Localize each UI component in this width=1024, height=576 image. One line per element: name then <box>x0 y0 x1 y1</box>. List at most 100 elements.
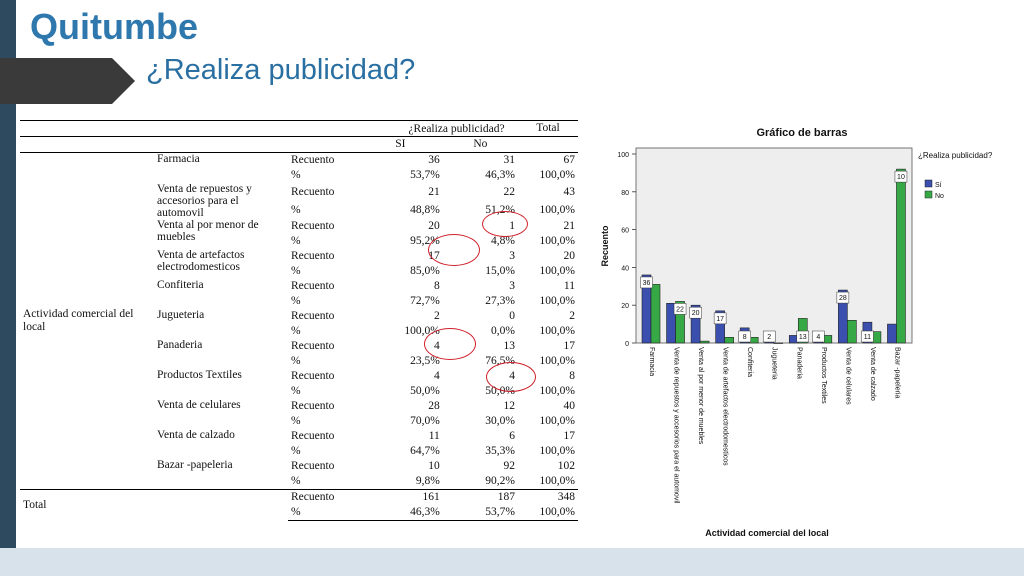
header-empty <box>288 136 358 153</box>
data-label-box <box>689 306 702 319</box>
count-cell: 36 <box>428 154 440 166</box>
count-cell: 3 <box>509 250 515 262</box>
count-cell: 8 <box>569 370 575 382</box>
legend-label: No <box>935 193 944 200</box>
count-cell: 21 <box>563 220 576 232</box>
data-label-box <box>713 312 727 325</box>
bar-no <box>675 301 685 344</box>
stat-label: Recuento <box>291 310 335 322</box>
table-row: Venta al por menor de muebles Recuento 20 1… <box>20 219 578 243</box>
total-pct-cell: 53,7% <box>442 505 518 521</box>
slide-subtitle: ¿Realiza publicidad? <box>146 54 416 86</box>
y-tick-label: 0 <box>625 341 629 348</box>
count-cell: 92 <box>503 460 516 472</box>
x-tick-label: Productos Textiles <box>820 347 827 404</box>
y-tick-label: 100 <box>617 152 629 159</box>
pct-cell: 100,0% <box>539 169 575 181</box>
header-empty <box>154 120 288 137</box>
stat-label: Recuento <box>291 280 335 292</box>
x-axis-label: Actividad comercial del local <box>705 528 829 538</box>
stat-label: Recuento <box>291 154 335 166</box>
stat-label: Recuento <box>291 400 335 412</box>
table-row: Jugueteria Recuento 2 0 2 <box>20 309 578 324</box>
count-cell: 6 <box>509 430 515 442</box>
table-row: % 95,2% 4,8% 100,0% <box>20 234 578 249</box>
header-empty <box>20 120 154 137</box>
category-label: Venta al por menor de muebles <box>157 219 259 243</box>
bar-no <box>896 168 906 344</box>
count-cell: 11 <box>563 280 575 292</box>
stat-label: % <box>291 475 301 487</box>
count-cell: 12 <box>503 400 516 412</box>
pct-cell: 90,2% <box>485 475 515 487</box>
total-pct-cell: 100,0% <box>518 505 578 521</box>
table-row: Venta de celulares Recuento 28 12 40 <box>20 399 578 414</box>
count-cell: 13 <box>503 340 516 352</box>
data-label: 28 <box>839 295 847 302</box>
category-label: Productos Textiles <box>157 369 242 381</box>
x-tick-label: Farmacia <box>648 347 655 376</box>
total-pct-cell: 46,3% <box>358 505 443 521</box>
y-tick-label: 60 <box>621 228 629 235</box>
stat-label: % <box>291 415 301 427</box>
bar-chart: Gráfico de barras 0 20 40 60 80 100 Recuento 36 F… <box>600 127 993 538</box>
count-cell: 40 <box>563 400 576 412</box>
bar-no <box>847 320 857 344</box>
bar-no <box>724 337 734 344</box>
count-cell: 10 <box>428 460 440 472</box>
table-row: % 85,0% 15,0% 100,0% <box>20 264 578 279</box>
pct-cell: 64,7% <box>410 445 440 457</box>
table-total-row: Total Recuento 161 187 348 <box>20 489 578 521</box>
table-row: Confiteria Recuento 8 3 11 <box>20 279 578 294</box>
bar-si <box>887 323 897 344</box>
x-tick-label: Venta de artefactos electrodomesticos <box>722 347 729 466</box>
legend-swatch <box>924 179 933 188</box>
pct-cell: 50,0% <box>410 385 440 397</box>
annotation-circle <box>424 328 476 360</box>
y-tick-label: 80 <box>621 190 629 197</box>
data-label-box <box>812 330 825 343</box>
chart-title: Gráfico de barras <box>756 127 847 139</box>
stat-label: % <box>291 235 301 247</box>
bar-no <box>650 284 661 344</box>
count-cell: 22 <box>503 185 516 198</box>
left-accent-strip <box>0 0 16 576</box>
legend-swatch <box>924 190 933 199</box>
data-label: 20 <box>692 310 700 317</box>
table-row: Venta de calzado Recuento 11 6 17 <box>20 429 578 444</box>
count-cell: 17 <box>563 430 576 442</box>
header-empty <box>20 136 154 153</box>
y-tick-label: 20 <box>621 303 629 310</box>
crosstab-panel: ¿Realiza publicidad? Total SI No Actividad c… <box>16 114 592 548</box>
stat-label: % <box>291 295 301 307</box>
crosstab-table: ¿Realiza publicidad? Total SI No Actividad c… <box>20 120 578 521</box>
table-row: % 70,0% 30,0% 100,0% <box>20 414 578 429</box>
data-label: 2 <box>767 334 771 341</box>
header-no: No <box>442 136 518 153</box>
pct-cell: 100,0% <box>539 475 575 487</box>
category-label: Farmacia <box>157 153 200 165</box>
stat-label: % <box>291 325 301 337</box>
y-axis-label: Recuento <box>600 225 610 267</box>
table-header-row: SI No <box>20 136 578 153</box>
count-cell: 4 <box>434 370 440 382</box>
stat-label: Recuento <box>291 460 335 472</box>
x-tick-label: Jugueteria <box>771 347 778 380</box>
data-label-box <box>673 303 687 315</box>
table-header-row: ¿Realiza publicidad? Total <box>20 120 578 137</box>
x-tick-label: Venta al por menor de muebles <box>697 347 704 445</box>
pct-cell: 85,0% <box>410 265 440 277</box>
x-tick-label: Venta de calzado <box>869 347 876 401</box>
bar-si <box>838 289 848 344</box>
stat-label: % <box>291 385 301 397</box>
data-label-box <box>861 330 874 343</box>
count-cell: 2 <box>434 310 440 322</box>
count-cell: 102 <box>557 460 575 472</box>
annotation-circle <box>482 211 528 237</box>
count-cell: 11 <box>428 430 440 442</box>
count-cell: 20 <box>563 250 576 262</box>
category-label: Jugueteria <box>157 309 205 321</box>
bar-no <box>773 342 784 344</box>
pct-cell: 9,8% <box>415 475 440 487</box>
header-total: Total <box>518 120 578 137</box>
